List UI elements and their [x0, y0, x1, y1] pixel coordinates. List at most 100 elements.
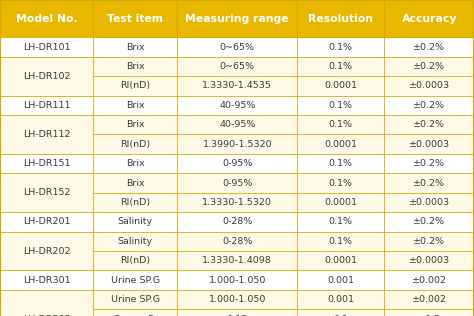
Bar	[0, 95, 93, 115]
Text: 1.000-1.050: 1.000-1.050	[209, 276, 266, 285]
Bar	[177, 115, 297, 135]
Bar	[93, 309, 177, 316]
Bar	[384, 232, 474, 251]
Bar	[177, 154, 297, 173]
Bar	[297, 57, 384, 76]
Bar	[93, 0, 177, 37]
Text: 0-12: 0-12	[227, 315, 248, 316]
Bar	[0, 37, 93, 57]
Text: ±0.2%: ±0.2%	[413, 62, 445, 71]
Text: ±0.0003: ±0.0003	[409, 140, 450, 149]
Bar	[93, 232, 177, 251]
Bar	[0, 37, 93, 57]
Bar	[177, 76, 297, 95]
Bar	[177, 0, 297, 37]
Text: Salinity: Salinity	[118, 237, 153, 246]
Text: LH-DR112: LH-DR112	[23, 130, 70, 139]
Bar	[297, 232, 384, 251]
Bar	[93, 290, 177, 309]
Text: ±0.0003: ±0.0003	[409, 198, 450, 207]
Text: RI(nD): RI(nD)	[120, 256, 150, 265]
Text: LH-DR102: LH-DR102	[23, 72, 70, 81]
Text: 0-95%: 0-95%	[222, 159, 253, 168]
Bar	[0, 212, 93, 232]
Bar	[0, 0, 93, 37]
Text: 1.3330-1.4535: 1.3330-1.4535	[202, 82, 272, 90]
Bar	[384, 212, 474, 232]
Bar	[297, 290, 384, 309]
Text: 0.0001: 0.0001	[324, 198, 357, 207]
Bar	[177, 251, 297, 270]
Bar	[0, 251, 93, 270]
Bar	[93, 193, 177, 212]
Bar	[93, 173, 177, 193]
Text: Model No.: Model No.	[16, 14, 77, 24]
Text: 0-28%: 0-28%	[222, 217, 253, 226]
Text: LH-DR302: LH-DR302	[23, 315, 70, 316]
Text: Brix: Brix	[126, 120, 145, 129]
Text: Salinity: Salinity	[118, 217, 153, 226]
Bar	[177, 290, 297, 309]
Bar	[384, 95, 474, 115]
Text: ±0.2: ±0.2	[418, 315, 441, 316]
Text: ±0.002: ±0.002	[412, 295, 447, 304]
Bar	[0, 232, 93, 251]
Bar	[384, 0, 474, 37]
Text: 0.001: 0.001	[328, 276, 354, 285]
Text: 0.0001: 0.0001	[324, 256, 357, 265]
Text: 40-95%: 40-95%	[219, 101, 255, 110]
Text: 0.1%: 0.1%	[329, 120, 353, 129]
Text: ±0.2%: ±0.2%	[413, 120, 445, 129]
Text: Brix: Brix	[126, 43, 145, 52]
Bar	[297, 193, 384, 212]
Bar	[384, 135, 474, 154]
Bar	[177, 193, 297, 212]
Bar	[93, 212, 177, 232]
Text: ±0.2%: ±0.2%	[413, 159, 445, 168]
Text: ±0.2%: ±0.2%	[413, 101, 445, 110]
Bar	[297, 76, 384, 95]
Text: 0.1%: 0.1%	[329, 217, 353, 226]
Text: Serum P.: Serum P.	[114, 315, 156, 316]
Text: LH-DR101: LH-DR101	[23, 43, 70, 52]
Bar	[297, 309, 384, 316]
Text: LH-DR301: LH-DR301	[23, 276, 70, 285]
Bar	[297, 37, 384, 57]
Bar	[384, 193, 474, 212]
Bar	[0, 290, 93, 316]
Bar	[0, 115, 93, 154]
Bar	[297, 251, 384, 270]
Bar	[0, 57, 93, 76]
Bar	[297, 95, 384, 115]
Text: LH-DR111: LH-DR111	[23, 101, 70, 110]
Bar	[384, 270, 474, 290]
Text: 1.000-1.050: 1.000-1.050	[209, 295, 266, 304]
Bar	[384, 154, 474, 173]
Bar	[0, 173, 93, 212]
Bar	[297, 154, 384, 173]
Text: RI(nD): RI(nD)	[120, 140, 150, 149]
Text: Brix: Brix	[126, 101, 145, 110]
Bar	[384, 76, 474, 95]
Bar	[177, 212, 297, 232]
Bar	[0, 212, 93, 232]
Bar	[0, 154, 93, 173]
Text: LH-DR151: LH-DR151	[23, 159, 70, 168]
Text: 0.1%: 0.1%	[329, 101, 353, 110]
Bar	[297, 173, 384, 193]
Bar	[297, 0, 384, 37]
Bar	[0, 95, 93, 115]
Bar	[0, 57, 93, 95]
Bar	[177, 309, 297, 316]
Bar	[0, 115, 93, 135]
Bar	[93, 154, 177, 173]
Text: 0~65%: 0~65%	[220, 62, 255, 71]
Text: ±0.2%: ±0.2%	[413, 217, 445, 226]
Text: 1.3330-1.5320: 1.3330-1.5320	[202, 198, 272, 207]
Bar	[0, 193, 93, 212]
Bar	[93, 270, 177, 290]
Text: 0.1%: 0.1%	[329, 179, 353, 187]
Bar	[177, 57, 297, 76]
Text: ±0.2%: ±0.2%	[413, 43, 445, 52]
Text: 0.1%: 0.1%	[329, 43, 353, 52]
